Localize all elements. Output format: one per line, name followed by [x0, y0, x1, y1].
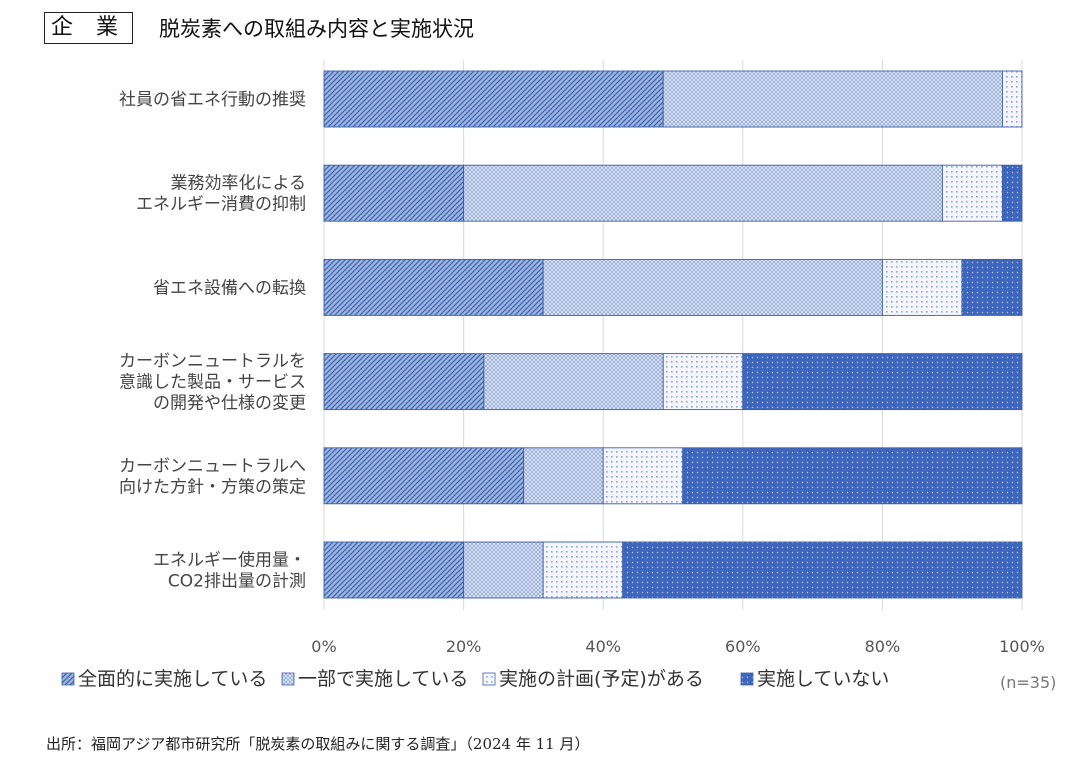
bar-segment	[483, 353, 664, 411]
category-tag: 企 業	[44, 12, 133, 44]
category-label: 省エネ設備への転換	[153, 278, 306, 298]
x-tick-label: 40%	[585, 637, 621, 656]
bar-segment	[961, 258, 1023, 316]
legend-label: 実施していない	[757, 668, 889, 690]
bar-segment	[881, 258, 963, 316]
bar-segment	[463, 164, 943, 222]
bar-segment	[1002, 164, 1023, 222]
bar-segment	[523, 447, 604, 505]
legend-swatch	[740, 672, 754, 686]
legend-label: 実施の計画(予定)がある	[499, 668, 704, 690]
x-tick-label: 20%	[446, 637, 482, 656]
category-label: カーボンニュートラルを意識した製品・サービスの開発や仕様の変更	[119, 352, 306, 414]
bar-segment	[542, 258, 883, 316]
legend-label: 一部で実施している	[298, 668, 468, 690]
legend-swatch	[482, 672, 496, 686]
source-note: 出所：福岡アジア都市研究所「脱炭素の取組みに関する調査」（2024 年 11 月…	[46, 735, 590, 753]
bar-segment	[323, 353, 485, 411]
x-tick-label: 80%	[865, 637, 901, 656]
bar-segment	[463, 541, 544, 599]
bar-segment	[682, 447, 1023, 505]
bar-segment	[622, 541, 1023, 599]
bar-segment	[1002, 70, 1023, 128]
bar-segment	[941, 164, 1003, 222]
category-label: 業務効率化によるエネルギー消費の抑制	[136, 174, 306, 215]
bar-segment	[323, 258, 544, 316]
category-label: エネルギー使用量・ CO2排出量の計測	[153, 550, 306, 592]
bar-segment	[542, 541, 624, 599]
bar-segment	[323, 541, 465, 599]
bar-segment	[662, 353, 744, 411]
legend-swatch	[281, 672, 295, 686]
bar-segment	[662, 70, 1003, 128]
sample-size-note: (n=35)	[1000, 673, 1056, 692]
bar-segment	[602, 447, 684, 505]
category-label: 社員の省エネ行動の推奨	[119, 90, 306, 110]
bar-segment	[323, 164, 465, 222]
legend-label: 全面的に実施している	[78, 668, 267, 690]
legend-swatch	[61, 672, 75, 686]
x-tick-label: 100%	[999, 637, 1045, 656]
x-tick-label: 60%	[725, 637, 761, 656]
x-tick-label: 0%	[311, 637, 336, 656]
chart-title: 脱炭素への取組み内容と実施状況	[159, 17, 474, 41]
chart-header: 企 業 脱炭素への取組み内容と実施状況	[44, 10, 474, 46]
bar-segment	[323, 447, 525, 505]
bar-segment	[742, 353, 1023, 411]
bar-segment	[323, 70, 664, 128]
category-label: カーボンニュートラルへ向けた方針・方策の策定	[119, 456, 306, 497]
